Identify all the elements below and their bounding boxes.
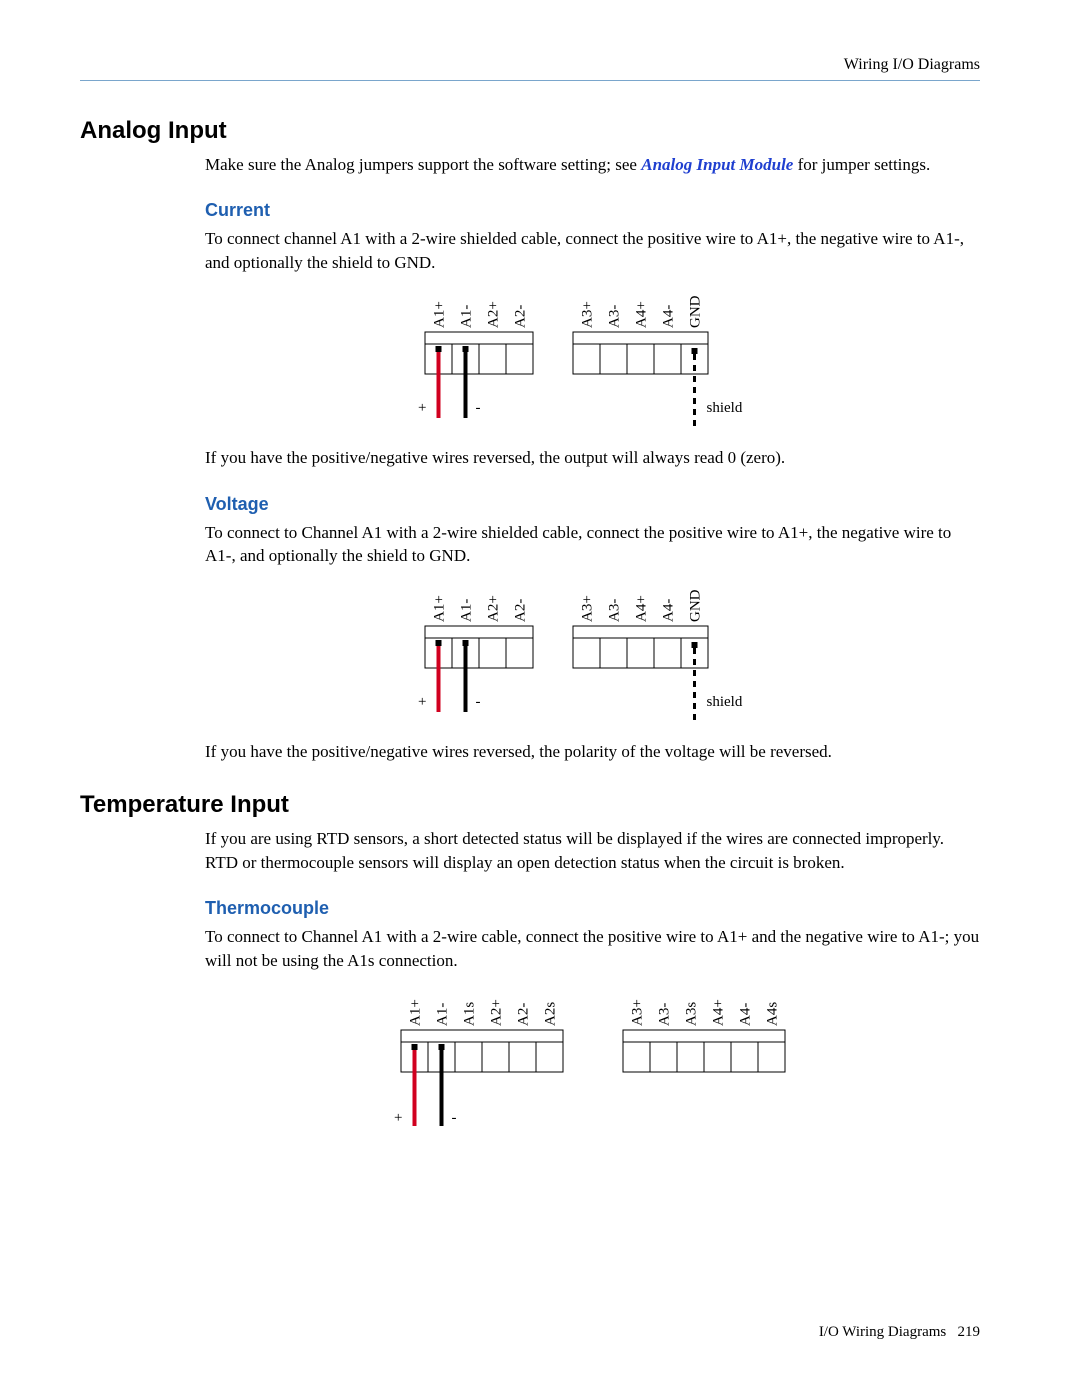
thermocouple-para: To connect to Channel A1 with a 2-wire c…	[205, 925, 980, 972]
analog-input-module-link[interactable]: Analog Input Module	[641, 155, 793, 174]
svg-text:A1-: A1-	[434, 1003, 450, 1026]
svg-text:A2-: A2-	[515, 1003, 531, 1026]
svg-text:A2+: A2+	[488, 999, 504, 1026]
svg-text:A1+: A1+	[407, 999, 423, 1026]
analog-intro-b: for jumper settings.	[793, 155, 930, 174]
thermocouple-diagram: A1+ A1- A1s A2+ A2- A2s A3+ A3- A3s A4+ A4- A4s + -	[205, 990, 980, 1140]
svg-text:A3-: A3-	[607, 598, 623, 621]
svg-text:A4+: A4+	[634, 595, 650, 622]
svg-text:A2-: A2-	[513, 305, 529, 328]
current-heading: Current	[205, 200, 980, 221]
svg-text:A3-: A3-	[656, 1003, 672, 1026]
svg-text:A3+: A3+	[580, 302, 596, 329]
svg-text:A3-: A3-	[607, 305, 623, 328]
svg-text:GND: GND	[688, 589, 704, 622]
header-rule	[80, 80, 980, 81]
svg-text:A3+: A3+	[580, 595, 596, 622]
svg-text:+: +	[394, 1110, 402, 1126]
temperature-intro: If you are using RTD sensors, a short de…	[205, 827, 980, 874]
svg-text:A1s: A1s	[461, 1002, 477, 1026]
svg-text:+: +	[418, 694, 426, 710]
svg-text:A4-: A4-	[737, 1003, 753, 1026]
svg-text:A4-: A4-	[661, 598, 677, 621]
header-right: Wiring I/O Diagrams	[80, 56, 980, 74]
svg-text:A1-: A1-	[459, 305, 475, 328]
voltage-para: To connect to Channel A1 with a 2-wire s…	[205, 521, 980, 568]
svg-text:A3+: A3+	[629, 999, 645, 1026]
svg-text:A4s: A4s	[764, 1002, 780, 1026]
analog-intro-a: Make sure the Analog jumpers support the…	[205, 155, 641, 174]
svg-text:A4+: A4+	[634, 302, 650, 329]
analog-input-title: Analog Input	[80, 117, 980, 145]
svg-text:shield: shield	[707, 694, 743, 710]
current-note: If you have the positive/negative wires …	[205, 446, 980, 469]
svg-text:A1-: A1-	[459, 598, 475, 621]
svg-text:A2+: A2+	[486, 595, 502, 622]
footer-page: 219	[958, 1324, 981, 1340]
temperature-input-title: Temperature Input	[80, 791, 980, 819]
svg-text:+: +	[418, 400, 426, 416]
svg-text:A4-: A4-	[661, 305, 677, 328]
svg-text:GND: GND	[688, 296, 704, 329]
footer: I/O Wiring Diagrams 219	[819, 1324, 980, 1341]
voltage-diagram: A1+ A1- A2+ A2- A3+ A3- A4+ A4- GND + - shield	[205, 586, 980, 730]
svg-text:-: -	[476, 400, 481, 416]
svg-text:A2-: A2-	[513, 598, 529, 621]
svg-text:-: -	[451, 1110, 456, 1126]
voltage-note: If you have the positive/negative wires …	[205, 740, 980, 763]
svg-text:shield: shield	[707, 400, 743, 416]
svg-text:-: -	[476, 694, 481, 710]
thermocouple-heading: Thermocouple	[205, 898, 980, 919]
svg-text:A1+: A1+	[432, 302, 448, 329]
current-diagram: A1+ A1- A2+ A2- A3+ A3- A4+ A4- GND + - shield	[205, 292, 980, 436]
footer-text: I/O Wiring Diagrams	[819, 1324, 946, 1340]
svg-text:A4+: A4+	[710, 999, 726, 1026]
svg-text:A2+: A2+	[486, 302, 502, 329]
analog-intro: Make sure the Analog jumpers support the…	[205, 153, 980, 176]
svg-text:A3s: A3s	[683, 1002, 699, 1026]
svg-text:A2s: A2s	[542, 1002, 558, 1026]
svg-text:A1+: A1+	[432, 595, 448, 622]
current-para: To connect channel A1 with a 2-wire shie…	[205, 227, 980, 274]
voltage-heading: Voltage	[205, 494, 980, 515]
